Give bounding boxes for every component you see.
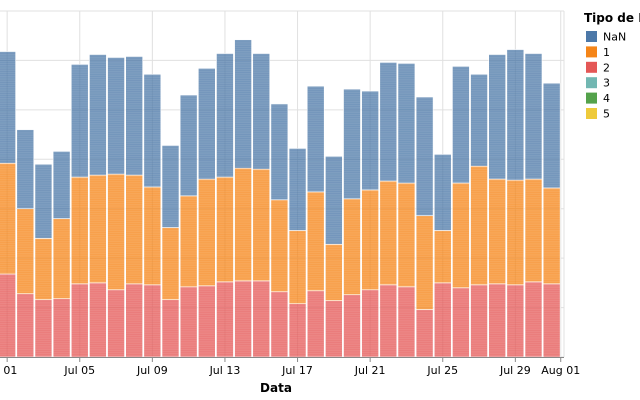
legend-label: NaN	[603, 31, 626, 44]
bar-segment-1	[0, 162, 16, 275]
legend-label: 2	[603, 61, 610, 74]
legend-label: 3	[603, 77, 610, 90]
bar-segment-nan	[542, 82, 561, 189]
bar-segment-nan	[234, 39, 252, 169]
bar-segment-nan	[506, 49, 525, 181]
bar-segment-nan	[306, 85, 325, 193]
bar-segment-nan	[270, 103, 289, 201]
bar-segment-nan	[125, 56, 143, 176]
bar-segment-nan	[379, 62, 398, 182]
bar-segment-1	[16, 208, 35, 295]
x-axis: l 01 Jul 05 Jul 09 Jul 13 Jul 17 Jul 21 Jul 25…	[0, 357, 580, 377]
bar-segment-nan	[161, 145, 180, 228]
bar-segment-nan	[361, 90, 379, 191]
bar-segment-2	[415, 309, 434, 358]
x-axis-title: Data	[260, 381, 292, 395]
bar-segment-nan	[343, 88, 361, 200]
x-tick-label: Jul 29	[499, 364, 531, 377]
bar-segment-nan	[52, 151, 71, 219]
bar-segment-nan	[216, 53, 234, 178]
bar-segment-1	[179, 195, 198, 288]
legend-label: 5	[603, 108, 610, 121]
x-tick-label: Jul 09	[136, 364, 168, 377]
bar-segment-2	[288, 303, 307, 358]
bar-segment-nan	[34, 163, 53, 239]
x-tick-label: Jul 17	[281, 364, 313, 377]
bar-segment-2	[198, 285, 216, 358]
bar-segment-1	[89, 174, 107, 284]
legend-swatch-4	[586, 92, 597, 104]
bar-segment-2	[234, 280, 252, 358]
bar-segment-1	[325, 244, 343, 301]
bar-segment-nan	[89, 54, 107, 176]
bar-segment-1	[216, 176, 234, 283]
x-tick-label: Jul 13	[209, 364, 241, 377]
x-tick-label: Aug 01	[541, 364, 580, 377]
bar-segment-nan	[470, 73, 488, 167]
bar-segment-nan	[179, 94, 198, 197]
legend-label: 4	[603, 92, 610, 105]
legend-swatch-nan	[586, 31, 597, 42]
x-tick-label: Jul 25	[426, 364, 458, 377]
bar-segment-1	[306, 191, 325, 292]
bar-segment-1	[252, 168, 271, 282]
bar-segment-nan	[0, 51, 16, 164]
bar-segment-nan	[252, 53, 271, 170]
bar-segment-nan	[288, 148, 307, 231]
bar-segment-nan	[325, 156, 343, 245]
bar-segment-nan	[107, 57, 125, 175]
bar-segment-nan	[452, 66, 470, 184]
legend-swatch-1	[586, 46, 597, 58]
x-tick-label: l 01	[0, 364, 17, 377]
bar-segment-nan	[433, 154, 452, 231]
bar-segment-nan	[198, 68, 216, 180]
bar-segment-1	[107, 173, 125, 291]
bar-segment-2	[16, 293, 35, 358]
bar-segment-2	[325, 300, 343, 358]
bar-segment-2	[270, 291, 289, 358]
bar-segment-1	[198, 178, 216, 287]
bar-segment-1	[415, 215, 434, 310]
legend-swatch-5	[586, 108, 597, 119]
bar-segment-2	[452, 287, 470, 358]
x-tick-label: Jul 21	[354, 364, 386, 377]
bar-segment-1	[506, 179, 525, 286]
bar-segment-1	[488, 178, 507, 285]
bars	[0, 39, 561, 358]
bar-segment-1	[143, 186, 162, 286]
legend-title: Tipo de P	[584, 11, 640, 25]
bar-segment-nan	[415, 96, 434, 216]
bar-segment-1	[234, 167, 252, 282]
bar-segment-nan	[16, 129, 35, 210]
bar-segment-nan	[524, 53, 543, 180]
bar-segment-nan	[143, 73, 162, 188]
x-tick-label: Jul 05	[63, 364, 95, 377]
bar-segment-2	[252, 280, 271, 358]
bar-segment-1	[361, 189, 379, 291]
bar-segment-1	[70, 176, 89, 285]
legend-label: 1	[603, 46, 610, 59]
legend-swatch-3	[586, 77, 597, 89]
legend: Tipo de P NaN 1 2 3 4 5	[584, 11, 640, 121]
bar-segment-nan	[70, 64, 89, 178]
legend-swatch-2	[586, 61, 597, 73]
bar-segment-nan	[488, 54, 507, 180]
bar-segment-1	[452, 182, 470, 289]
bar-segment-nan	[397, 63, 416, 184]
